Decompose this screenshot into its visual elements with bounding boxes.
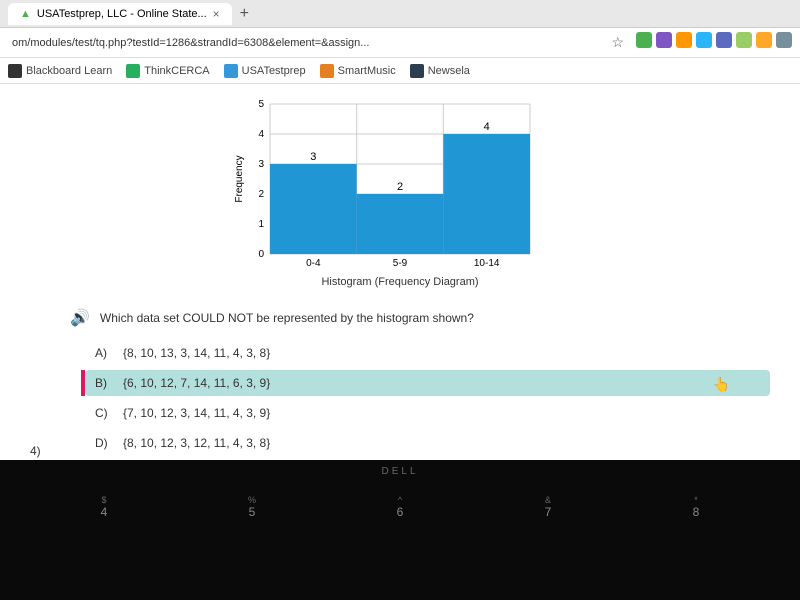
bookmark-favicon	[320, 64, 334, 78]
svg-text:0: 0	[258, 249, 264, 260]
bookmarks-bar: Blackboard Learn ThinkCERCA USATestprep Sma…	[0, 58, 800, 84]
svg-text:3: 3	[310, 151, 316, 163]
extension-icon[interactable]	[776, 32, 792, 48]
bookmark-item[interactable]: USATestprep	[224, 64, 306, 78]
svg-text:2: 2	[258, 189, 264, 200]
bookmark-item[interactable]: ThinkCERCA	[126, 64, 209, 78]
answer-option[interactable]: A){8, 10, 13, 3, 14, 11, 4, 3, 8}	[85, 340, 770, 366]
svg-text:5: 5	[258, 99, 264, 110]
answer-label: D)	[95, 436, 123, 450]
tab-title: USATestprep, LLC - Online State...	[37, 8, 207, 20]
keyboard-key: %5	[188, 487, 316, 527]
extension-icon[interactable]	[676, 32, 692, 48]
keyboard-key: &7	[484, 487, 612, 527]
answer-text: {8, 10, 13, 3, 14, 11, 4, 3, 8}	[123, 346, 270, 360]
svg-text:0-4: 0-4	[306, 258, 321, 269]
answer-option[interactable]: D){8, 10, 12, 3, 12, 11, 4, 3, 8}	[85, 430, 770, 456]
bookmark-item[interactable]: SmartMusic	[320, 64, 396, 78]
cursor-hand-icon: 👆	[713, 376, 730, 393]
svg-text:10-14: 10-14	[474, 258, 500, 269]
bookmark-favicon	[126, 64, 140, 78]
url-bar: ☆	[0, 28, 800, 58]
dell-logo: DELL	[0, 460, 800, 483]
bookmark-item[interactable]: Blackboard Learn	[8, 64, 112, 78]
bookmark-favicon	[8, 64, 22, 78]
chart-svg: 0 1 2 3 4 5 3 0-4 2 5-9 4 10-14 Frequency	[230, 94, 550, 274]
keyboard-key: ^6	[336, 487, 464, 527]
bookmark-favicon	[224, 64, 238, 78]
bookmark-label: Blackboard Learn	[26, 65, 112, 77]
extension-icon[interactable]	[696, 32, 712, 48]
svg-text:2: 2	[397, 181, 403, 193]
new-tab-button[interactable]: +	[240, 5, 249, 23]
bookmark-star-icon[interactable]: ☆	[611, 34, 624, 51]
bookmark-label: ThinkCERCA	[144, 65, 209, 77]
svg-text:1: 1	[258, 219, 264, 230]
extension-icon[interactable]	[656, 32, 672, 48]
keyboard-key: *8	[632, 487, 760, 527]
answer-label: B)	[95, 376, 123, 390]
chart-caption: Histogram (Frequency Diagram)	[230, 276, 570, 288]
bookmark-label: Newsela	[428, 65, 470, 77]
answer-text: {7, 10, 12, 3, 14, 11, 4, 3, 9}	[123, 406, 270, 420]
question-row: 🔊 Which data set COULD NOT be represente…	[70, 308, 770, 328]
svg-text:4: 4	[258, 129, 264, 140]
browser-tab[interactable]: ▲ USATestprep, LLC - Online State... ×	[8, 3, 232, 25]
answer-option[interactable]: B){6, 10, 12, 7, 14, 11, 6, 3, 9} 👆	[85, 370, 770, 396]
answer-label: C)	[95, 406, 123, 420]
tab-favicon: ▲	[20, 8, 31, 20]
page-number: 4)	[30, 444, 41, 458]
page-content: 0 1 2 3 4 5 3 0-4 2 5-9 4 10-14 Frequency Histogram …	[0, 84, 800, 460]
answer-text: {8, 10, 12, 3, 12, 11, 4, 3, 8}	[123, 436, 270, 450]
svg-text:5-9: 5-9	[393, 258, 408, 269]
answer-label: A)	[95, 346, 123, 360]
extension-icon[interactable]	[636, 32, 652, 48]
extension-icon[interactable]	[716, 32, 732, 48]
keyboard-key: $4	[40, 487, 168, 527]
browser-tab-strip: ▲ USATestprep, LLC - Online State... × +	[0, 0, 800, 28]
bookmark-label: USATestprep	[242, 65, 306, 77]
bookmark-label: SmartMusic	[338, 65, 396, 77]
keyboard-row: $4 %5 ^6&7 *8	[0, 483, 800, 531]
svg-text:4: 4	[484, 121, 490, 133]
keyboard-area: DELL $4 %5 ^6&7 *8	[0, 460, 800, 600]
svg-text:3: 3	[258, 159, 264, 170]
answer-text: {6, 10, 12, 7, 14, 11, 6, 3, 9}	[123, 376, 270, 390]
answer-list: A){8, 10, 13, 3, 14, 11, 4, 3, 8} B){6, 1…	[85, 340, 770, 456]
url-input[interactable]	[8, 33, 611, 53]
answer-option[interactable]: C){7, 10, 12, 3, 14, 11, 4, 3, 9}	[85, 400, 770, 426]
bookmark-item[interactable]: Newsela	[410, 64, 470, 78]
question-text: Which data set COULD NOT be represented …	[100, 311, 474, 325]
audio-icon[interactable]: 🔊	[70, 308, 90, 328]
histogram-chart: 0 1 2 3 4 5 3 0-4 2 5-9 4 10-14 Frequency Histogram …	[230, 94, 570, 288]
tab-close-icon[interactable]: ×	[213, 7, 220, 21]
svg-text:Frequency: Frequency	[234, 155, 245, 202]
url-actions: ☆	[611, 32, 792, 53]
bookmark-favicon	[410, 64, 424, 78]
extension-icon[interactable]	[756, 32, 772, 48]
extension-icon[interactable]	[736, 32, 752, 48]
keyboard-row	[0, 531, 800, 539]
